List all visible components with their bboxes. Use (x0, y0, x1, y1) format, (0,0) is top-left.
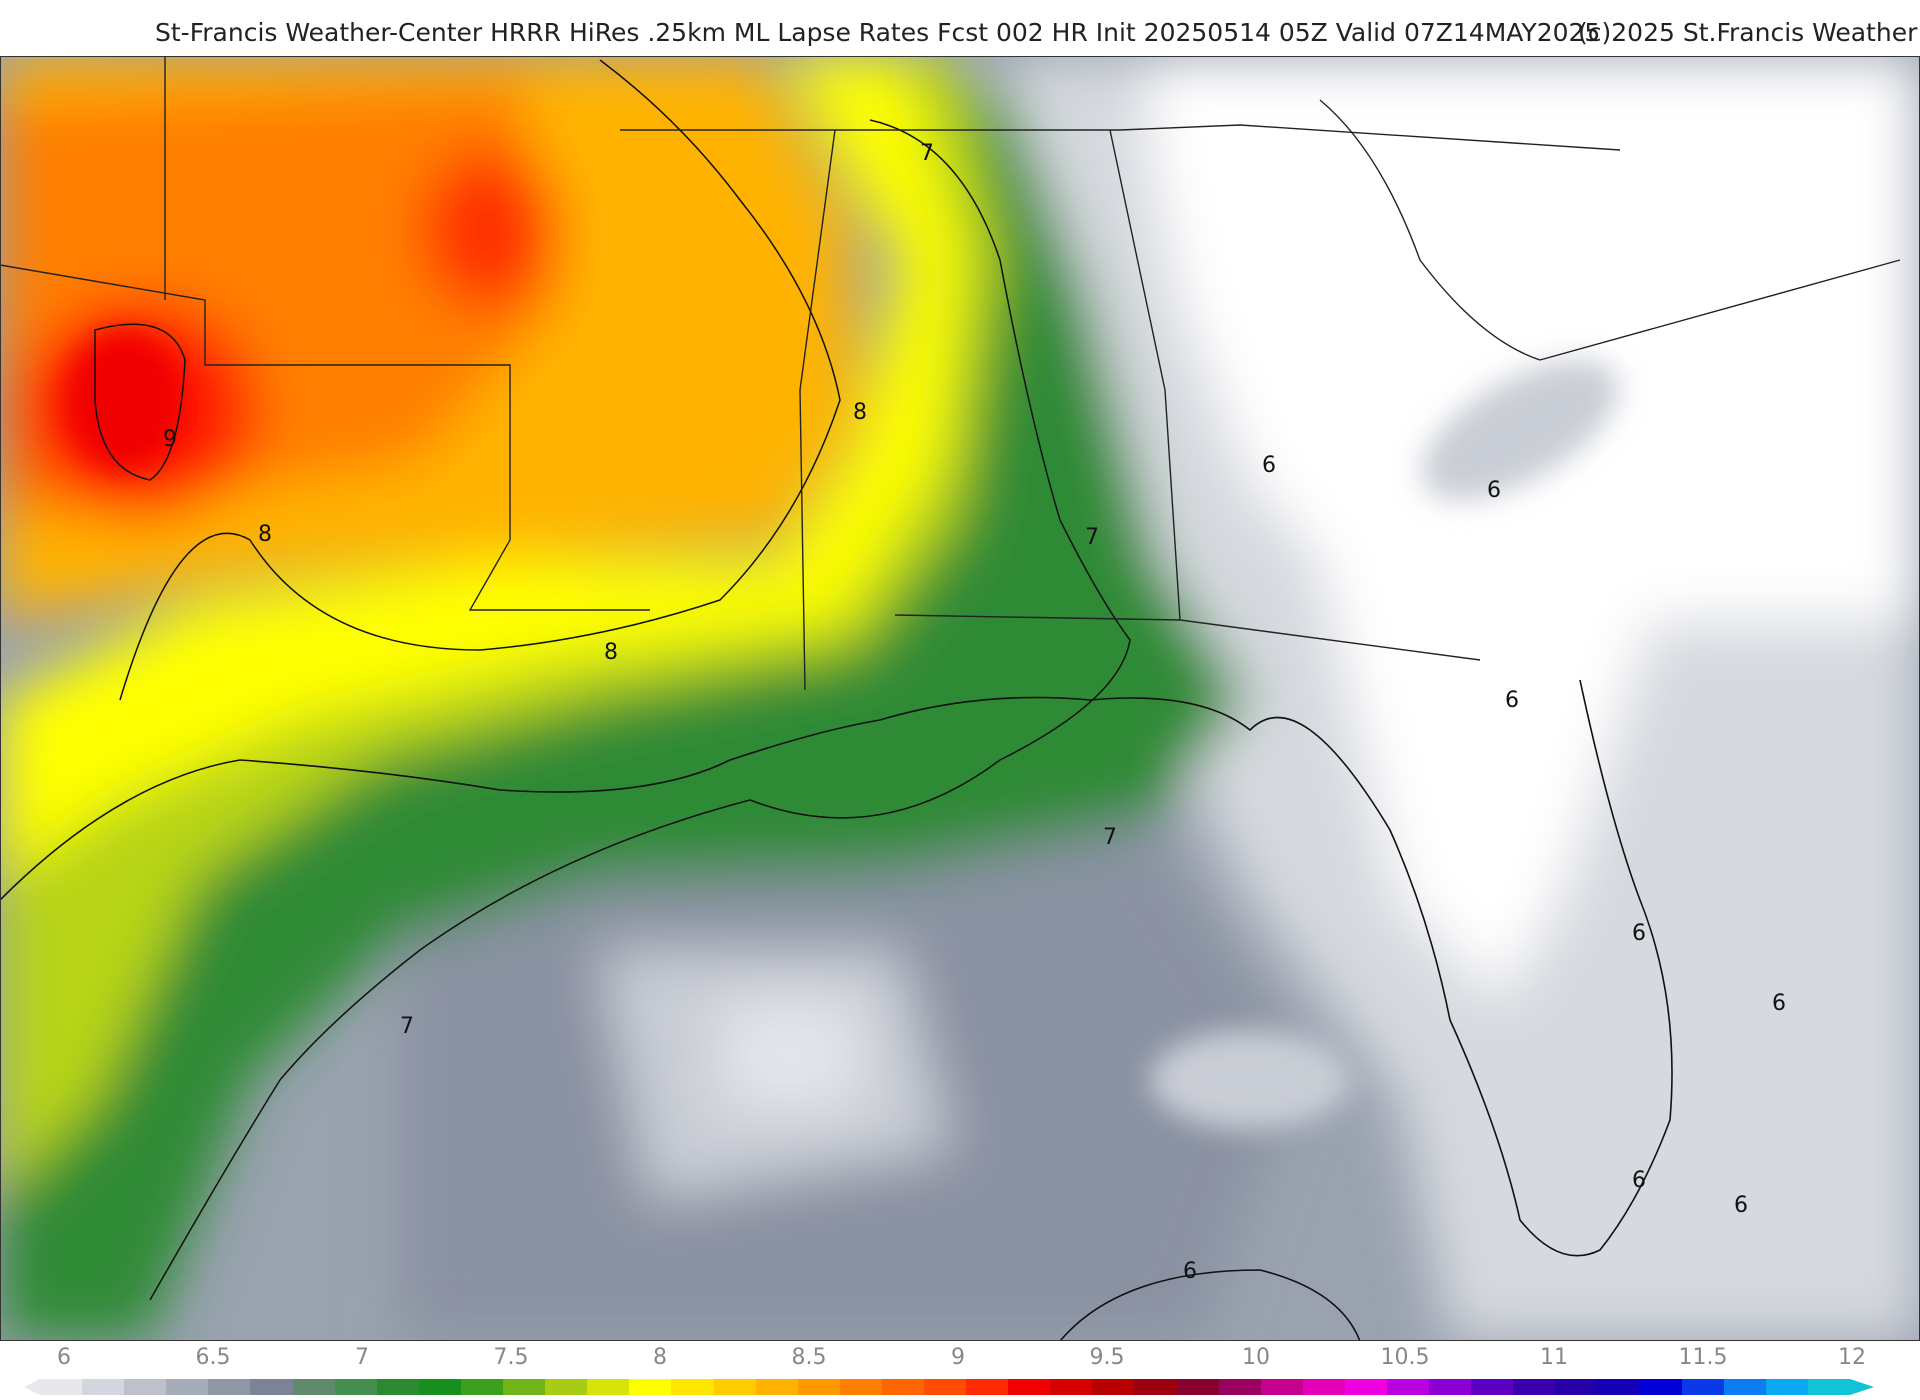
colorbar-swatch (82, 1379, 125, 1395)
colorbar-tick: 7 (355, 1345, 369, 1370)
colorbar-max-arrow (1850, 1379, 1874, 1395)
contour-label: 6 (1487, 478, 1501, 503)
contour-label: 6 (1183, 1259, 1197, 1284)
contour-label: 6 (1262, 453, 1276, 478)
colorbar-swatch (292, 1379, 335, 1395)
colorbar-swatch (1513, 1379, 1556, 1395)
map-title: St-Francis Weather-Center HRRR HiRes .25… (0, 0, 1920, 56)
colorbar-swatch (797, 1379, 840, 1395)
contour-label: 6 (1632, 921, 1646, 946)
colorbar-swatch (1302, 1379, 1345, 1395)
colorbar-tick: 6.5 (195, 1345, 231, 1370)
colorbar-tick: 11.5 (1678, 1345, 1728, 1370)
colorbar-tick: 6 (57, 1345, 71, 1370)
colorbar-swatch (376, 1379, 419, 1395)
colorbar-swatch (1134, 1379, 1177, 1395)
colorbar-swatch (1260, 1379, 1303, 1395)
colorbar-swatch (40, 1379, 83, 1395)
colorbar-swatch (1555, 1379, 1598, 1395)
colorbar-swatch (1471, 1379, 1514, 1395)
colorbar-swatch (166, 1379, 209, 1395)
weather-map[interactable]: 7 8 9 8 8 7 6 6 6 7 7 6 6 6 6 6 (0, 56, 1920, 1341)
colorbar-tick: 10.5 (1380, 1345, 1430, 1370)
colorbar-swatch (1008, 1379, 1051, 1395)
colorbar-swatch (713, 1379, 756, 1395)
colorbar-swatch (1723, 1379, 1766, 1395)
colorbar-tick: 9 (951, 1345, 965, 1370)
lapse-rate-field (0, 56, 1920, 1341)
colorbar-swatch (1807, 1379, 1851, 1395)
title-text: St-Francis Weather-Center HRRR HiRes .25… (155, 18, 1601, 47)
colorbar-swatch (881, 1379, 924, 1395)
colorbar-swatch (1765, 1379, 1808, 1395)
colorbar-swatch (1092, 1379, 1135, 1395)
colorbar-swatch (208, 1379, 251, 1395)
contour-label: 6 (1772, 991, 1786, 1016)
contour-label: 8 (258, 522, 272, 547)
contour-label: 6 (1505, 688, 1519, 713)
colorbar-swatch (671, 1379, 714, 1395)
contour-label: 8 (853, 400, 867, 425)
colorbar-swatch (966, 1379, 1009, 1395)
copyright-text: (c)2025 St.Francis Weather (1578, 18, 1918, 47)
coastline (0, 679, 1673, 1341)
colorbar-swatch (1218, 1379, 1261, 1395)
colorbar-swatch (1344, 1379, 1387, 1395)
colorbar-swatch (460, 1379, 504, 1395)
colorbar-tick: 9.5 (1089, 1345, 1125, 1370)
colorbar-swatch (755, 1379, 798, 1395)
colorbar-tick: 8 (653, 1345, 667, 1370)
colorbar-swatch (1387, 1379, 1430, 1395)
colorbar-swatch (124, 1379, 167, 1395)
colorbar-swatch (418, 1379, 461, 1395)
colorbar-swatch (545, 1379, 588, 1395)
colorbar-legend: 6 6.5 7 7.5 8 8.5 9 9.5 10 10.5 11 11.5 … (0, 1341, 1920, 1400)
colorbar-swatch (1681, 1379, 1724, 1395)
contour-label: 7 (920, 141, 934, 166)
contour-lines (94, 59, 1131, 1301)
colorbar-swatch (334, 1379, 377, 1395)
contour-label: 9 (163, 427, 177, 452)
contour-labels: 7 8 9 8 8 7 6 6 6 7 7 6 6 6 6 6 (163, 141, 1786, 1284)
colorbar-swatch (1050, 1379, 1093, 1395)
contour-label: 7 (1085, 525, 1099, 550)
colorbar-tick: 12 (1838, 1345, 1866, 1370)
contour-label: 8 (604, 640, 618, 665)
contour-label: 7 (400, 1014, 414, 1039)
contour-label: 6 (1632, 1168, 1646, 1193)
colorbar-tick: 7.5 (493, 1345, 529, 1370)
colorbar-tick: 8.5 (791, 1345, 827, 1370)
colorbar-swatch (587, 1379, 630, 1395)
colorbar-swatch (923, 1379, 967, 1395)
colorbar-swatch (839, 1379, 882, 1395)
colorbar-swatch (250, 1379, 293, 1395)
colorbar-swatch (1176, 1379, 1219, 1395)
colorbar-swatch (629, 1379, 672, 1395)
colorbar-gradient (40, 1379, 1851, 1395)
colorbar-swatch (1639, 1379, 1682, 1395)
contour-label: 7 (1103, 825, 1117, 850)
colorbar-swatch (1597, 1379, 1640, 1395)
state-boundaries (0, 56, 1901, 691)
colorbar-swatch (503, 1379, 546, 1395)
contour-label: 6 (1734, 1193, 1748, 1218)
colorbar-tick: 10 (1242, 1345, 1270, 1370)
colorbar-swatch (1429, 1379, 1472, 1395)
colorbar-tick: 11 (1540, 1345, 1568, 1370)
colorbar-min-arrow (24, 1379, 40, 1395)
